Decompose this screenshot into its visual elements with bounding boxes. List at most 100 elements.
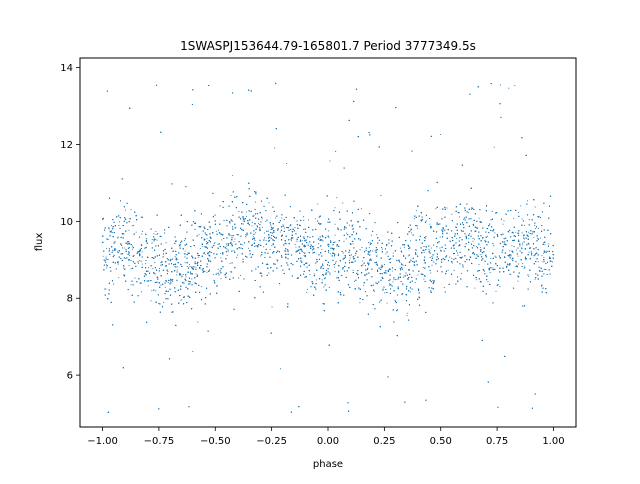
scatter-point (423, 251, 425, 253)
scatter-point (517, 255, 519, 257)
scatter-point (231, 175, 233, 177)
scatter-point (268, 202, 270, 204)
scatter-point (447, 269, 449, 271)
scatter-point (315, 279, 317, 281)
scatter-point (513, 217, 515, 220)
scatter-point (522, 244, 524, 246)
scatter-point (521, 232, 523, 234)
scatter-point (493, 245, 495, 247)
scatter-point (548, 243, 550, 245)
scatter-point (335, 150, 337, 152)
scatter-point (197, 256, 199, 258)
scatter-point (539, 237, 542, 239)
scatter-point (140, 243, 142, 246)
scatter-point (226, 254, 228, 256)
scatter-point (303, 255, 305, 257)
scatter-point (271, 306, 273, 308)
scatter-point (343, 240, 345, 242)
scatter-point (309, 273, 311, 276)
scatter-point (510, 254, 512, 256)
scatter-point (380, 194, 382, 196)
scatter-point (435, 208, 437, 210)
scatter-point (489, 272, 491, 274)
scatter-point (392, 252, 394, 254)
scatter-point (470, 235, 472, 237)
scatter-point (536, 237, 538, 239)
scatter-point (470, 208, 472, 211)
scatter-point (473, 238, 475, 240)
scatter-point (106, 247, 108, 250)
scatter-point (235, 226, 237, 228)
scatter-point (132, 245, 134, 247)
scatter-point (518, 232, 520, 234)
scatter-point (461, 272, 463, 274)
scatter-point (176, 274, 178, 276)
scatter-point (182, 273, 184, 276)
scatter-point (151, 290, 153, 292)
scatter-point (403, 276, 405, 279)
scatter-point (465, 238, 467, 240)
scatter-point (220, 257, 222, 259)
scatter-point (472, 237, 474, 240)
scatter-point (226, 248, 228, 250)
scatter-point (482, 237, 484, 240)
scatter-point (154, 262, 156, 264)
scatter-point (204, 271, 206, 273)
scatter-point (272, 243, 274, 245)
scatter-point (290, 240, 293, 242)
scatter-point (177, 266, 179, 268)
scatter-point (493, 146, 495, 148)
scatter-point (349, 257, 351, 259)
scatter-point (323, 286, 325, 288)
scatter-point (220, 278, 222, 280)
scatter-point (540, 285, 542, 287)
scatter-point (409, 240, 412, 242)
scatter-point (314, 273, 316, 275)
scatter-point (475, 279, 477, 281)
scatter-point (185, 276, 187, 278)
scatter-point (336, 197, 338, 199)
scatter-point (389, 283, 391, 285)
scatter-point (283, 227, 285, 229)
scatter-point (302, 228, 304, 230)
scatter-point (321, 249, 323, 251)
scatter-point (534, 252, 537, 254)
scatter-point (279, 368, 282, 370)
scatter-point (294, 243, 296, 245)
scatter-point (457, 211, 459, 213)
scatter-point (123, 267, 125, 269)
scatter-point (528, 219, 530, 221)
scatter-point (156, 239, 158, 241)
scatter-point (391, 270, 393, 272)
scatter-point (551, 261, 553, 263)
scatter-point (245, 211, 247, 213)
scatter-point (544, 244, 546, 246)
scatter-point (521, 242, 523, 244)
scatter-point (121, 247, 124, 249)
scatter-point (152, 268, 154, 270)
scatter-point (153, 240, 155, 242)
scatter-point (442, 233, 444, 235)
scatter-point (517, 280, 519, 282)
scatter-point (451, 262, 453, 264)
scatter-point (522, 263, 524, 265)
scatter-point (202, 245, 204, 247)
scatter-point (528, 275, 530, 277)
scatter-point (158, 268, 161, 270)
scatter-point (169, 280, 171, 282)
scatter-points (102, 82, 554, 413)
scatter-point (399, 261, 401, 264)
scatter-point (401, 263, 403, 265)
scatter-point (359, 302, 361, 304)
scatter-point (463, 218, 465, 220)
scatter-point (334, 207, 336, 209)
scatter-point (417, 274, 419, 276)
scatter-point (194, 282, 196, 284)
scatter-point (254, 245, 256, 247)
scatter-point (359, 249, 361, 251)
scatter-point (334, 223, 336, 225)
scatter-point (206, 241, 208, 243)
scatter-point (119, 221, 121, 223)
scatter-point (439, 236, 441, 238)
